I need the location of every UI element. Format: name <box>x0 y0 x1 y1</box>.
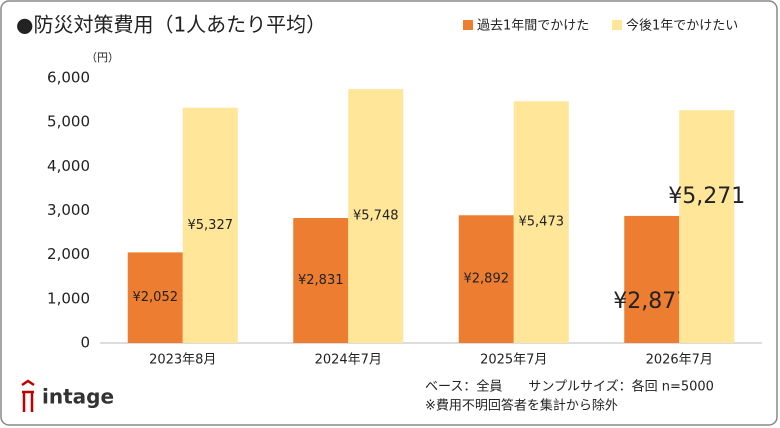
y-tick-label: 5,000 <box>47 113 90 131</box>
legend-swatch <box>612 20 622 30</box>
y-tick-label: 0 <box>80 334 90 352</box>
legend-swatch <box>463 20 473 30</box>
y-tick-label: 2,000 <box>47 245 90 263</box>
note: ※費用不明回答者を集計から除外 <box>425 398 618 414</box>
y-unit: （円） <box>86 51 119 64</box>
x-tick-label: 2026年7月 <box>646 353 713 368</box>
bar <box>348 89 404 343</box>
y-tick-label: 1,000 <box>47 289 90 307</box>
bar <box>127 252 183 343</box>
data-label: ¥2,052 <box>133 290 179 305</box>
bar <box>679 110 735 343</box>
data-label: ¥2,831 <box>298 273 344 288</box>
note: ベース：全員 サンプルサイズ：各回 n=5000 <box>425 379 714 395</box>
logo: intage <box>21 379 114 412</box>
bar <box>458 215 514 343</box>
bar <box>293 217 349 343</box>
bar <box>182 107 238 343</box>
bar <box>513 101 569 343</box>
chart-title: ●防災対策費用（1人あたり平均） <box>16 13 326 37</box>
y-tick-label: 6,000 <box>47 69 90 87</box>
x-tick-label: 2023年8月 <box>149 353 216 368</box>
data-label: ¥2,877 <box>613 289 690 314</box>
y-tick-label: 4,000 <box>47 157 90 175</box>
y-tick-label: 3,000 <box>47 201 90 219</box>
x-tick-label: 2025年7月 <box>480 353 547 368</box>
data-label: ¥5,473 <box>519 215 565 230</box>
logo-text: intage <box>42 385 114 409</box>
legend-label: 今後1年でかけたい <box>626 18 738 34</box>
logo-icon <box>21 379 35 412</box>
data-label: ¥5,271 <box>668 184 745 209</box>
data-label: ¥2,892 <box>464 272 510 287</box>
legend-label: 過去1年間でかけた <box>477 19 589 34</box>
bar <box>624 215 680 343</box>
data-label: ¥5,327 <box>188 218 234 233</box>
x-tick-label: 2024年7月 <box>315 353 382 368</box>
data-label: ¥5,748 <box>353 209 399 224</box>
